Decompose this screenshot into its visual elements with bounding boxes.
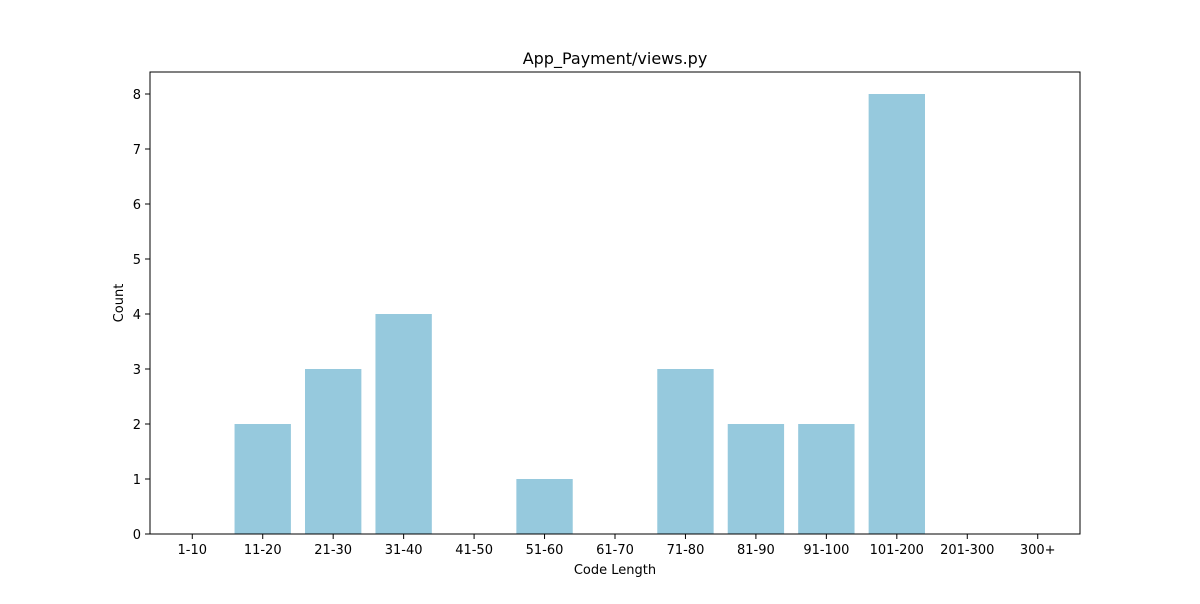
x-tick-label: 201-300 — [940, 543, 994, 558]
bar-51-60 — [516, 479, 573, 534]
x-tick-label: 51-60 — [526, 543, 564, 558]
bar-91-100 — [798, 424, 855, 534]
x-tick-label: 101-200 — [870, 543, 924, 558]
bars-layer — [234, 94, 925, 534]
y-tick-label: 4 — [133, 308, 141, 323]
x-tick-label: 300+ — [1020, 543, 1056, 558]
y-tick-label: 0 — [133, 528, 141, 543]
x-tick-label: 21-30 — [314, 543, 352, 558]
bar-71-80 — [657, 369, 714, 534]
y-tick-label: 1 — [133, 473, 141, 488]
y-tick-label: 5 — [133, 253, 141, 268]
bar-101-200 — [868, 94, 925, 534]
x-tick-label: 31-40 — [385, 543, 423, 558]
x-axis-label: Code Length — [574, 563, 656, 578]
x-tick-label: 81-90 — [737, 543, 775, 558]
x-tick-label: 61-70 — [596, 543, 634, 558]
y-axis: 0 1 2 3 4 5 6 7 8 — [133, 88, 150, 543]
x-tick-label: 91-100 — [803, 543, 849, 558]
bar-11-20 — [234, 424, 291, 534]
y-axis-label: Count — [112, 284, 127, 323]
x-tick-label: 1-10 — [178, 543, 208, 558]
x-axis: 1-10 11-20 21-30 31-40 41-50 51-60 61-70 71-80 8… — [178, 534, 1056, 558]
x-tick-label: 41-50 — [455, 543, 493, 558]
bar-81-90 — [727, 424, 785, 534]
y-tick-label: 2 — [133, 418, 141, 433]
bar-21-30 — [305, 369, 362, 534]
bar-31-40 — [375, 314, 432, 534]
y-tick-label: 6 — [133, 198, 141, 213]
x-tick-label: 11-20 — [244, 543, 282, 558]
y-tick-label: 8 — [133, 88, 141, 103]
chart-title: App_Payment/views.py — [523, 49, 708, 69]
y-tick-label: 7 — [133, 143, 141, 158]
y-tick-label: 3 — [133, 363, 141, 378]
x-tick-label: 71-80 — [667, 543, 705, 558]
